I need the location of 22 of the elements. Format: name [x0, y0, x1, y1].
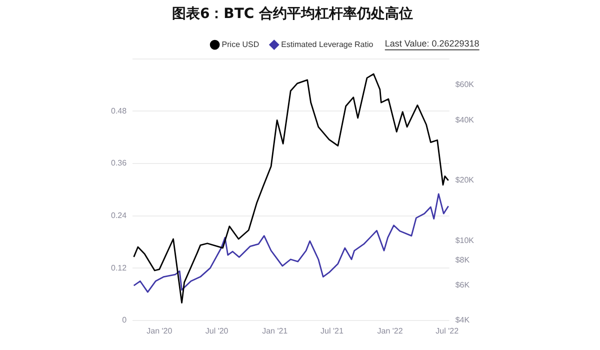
y-tick-label: 0.12: [110, 263, 128, 272]
x-tick-label: Jan '22: [377, 326, 404, 336]
y2-tick-label: $4K: [455, 316, 470, 325]
y-tick-label: 0.24: [110, 210, 128, 220]
y2-tick-label: $40K: [455, 115, 475, 124]
chart-title: 图表6：BTC 合约平均杠杆率仍处高位: [172, 5, 414, 22]
x-tick-label: Jul '22: [436, 326, 460, 336]
text: Last Value: 0.26229318: [384, 38, 480, 48]
legend-label: Estimated Leverage Ratio: [281, 40, 374, 50]
y-tick-label: 0.36: [110, 158, 128, 168]
y2-tick-label: $20K: [455, 176, 475, 185]
x-tick-label: Jul '20: [205, 326, 229, 336]
x-tick-label: Jan '20: [146, 326, 173, 336]
y2-tick-label: $8K: [455, 255, 470, 264]
y-tick-label: 0: [122, 316, 128, 325]
y2-tick-label: $60K: [455, 80, 475, 90]
y2-tick-label: $10K: [455, 236, 475, 245]
y2-tick-label: $6K: [455, 280, 470, 290]
x-tick-label: Jul '21: [320, 326, 344, 336]
y-tick-label: 0.48: [110, 106, 128, 116]
x-tick-label: Jan '21: [262, 326, 288, 336]
legend-label: Price USD: [222, 40, 260, 50]
